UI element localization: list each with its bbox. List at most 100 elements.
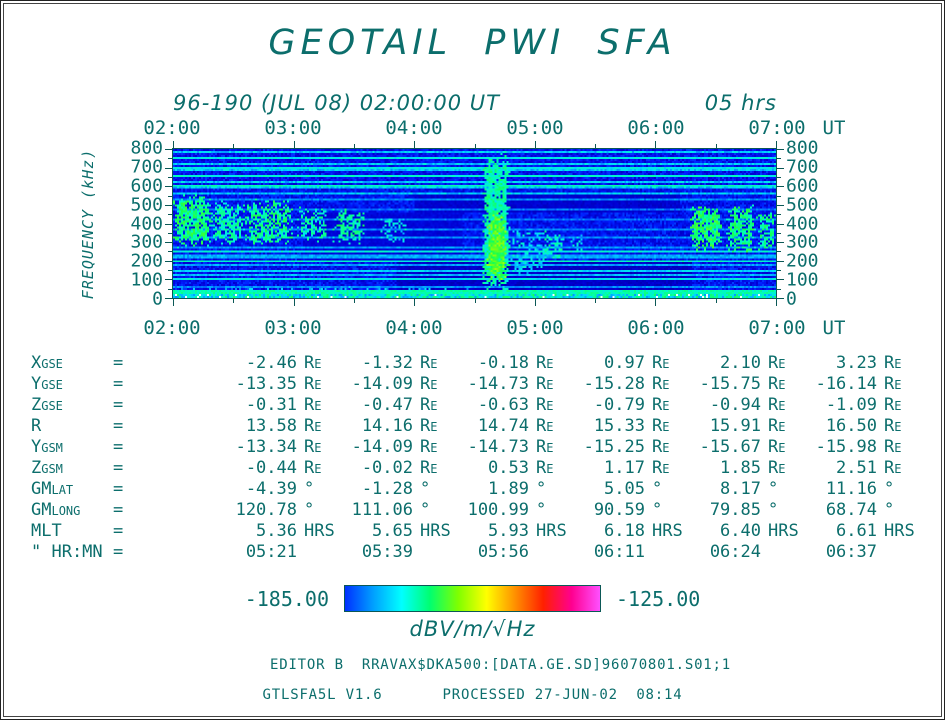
ephemeris-cell: -1.32 Re bbox=[337, 353, 453, 374]
ephemeris-unit: Re bbox=[884, 374, 902, 394]
ephemeris-value: -16.14 bbox=[815, 374, 877, 394]
ephemeris-row: Xgse = -2.46 Re -1.32 Re -0.18 Re 0.97 Re 2.10 Re 3.… bbox=[31, 353, 917, 374]
ephemeris-cell: 15.33 Re bbox=[569, 416, 685, 437]
time-tick bbox=[715, 144, 717, 148]
freq-tick bbox=[165, 260, 172, 262]
ephemeris-cell: -15.67 Re bbox=[685, 437, 801, 458]
ephemeris-unit: ° bbox=[652, 479, 663, 499]
ephemeris-value: 5.05 bbox=[604, 479, 645, 499]
ut-axis-label: UT bbox=[822, 317, 846, 339]
ephemeris-value: 06:24 bbox=[709, 542, 761, 562]
ephemeris-value: -15.25 bbox=[583, 437, 645, 457]
column-spacer bbox=[133, 521, 221, 542]
time-axis-bottom: 02:00 03:00 04:00 05:00 06:00 07:00 UT bbox=[143, 317, 845, 341]
column-spacer bbox=[133, 542, 221, 563]
ephemeris-unit: Re bbox=[304, 416, 322, 436]
freq-tick bbox=[165, 242, 172, 244]
ephemeris-cell: 1.89 ° bbox=[453, 479, 569, 500]
column-spacer bbox=[133, 416, 221, 437]
data-file-path: RRAVAX$DKA500:[DATA.GE.SD]96070801.S01;1 bbox=[361, 657, 731, 673]
subtitle-row: 96-190 (JUL 08) 02:00:00 UT 05 hrs bbox=[173, 91, 777, 115]
ephemeris-value: 8.17 bbox=[720, 479, 761, 499]
ephemeris-value: -0.18 bbox=[477, 353, 529, 373]
freq-tick-label: 800 bbox=[786, 137, 819, 159]
ephemeris-row: MLT = 5.36 HRS 5.65 HRS 5.93 HRS 6.18 HRS 6.40 HRS 6… bbox=[31, 521, 917, 542]
ephemeris-unit: Re bbox=[304, 374, 322, 394]
ephemeris-cell: -15.98 Re bbox=[801, 437, 917, 458]
ephemeris-value: -0.94 bbox=[709, 395, 761, 415]
ephemeris-cell: 16.50 Re bbox=[801, 416, 917, 437]
ephemeris-row: " HR:MN = 05:21 05:39 05:56 06:11 06:24 06:37 bbox=[31, 542, 917, 563]
ephemeris-cell: 1.17 Re bbox=[569, 458, 685, 479]
ephemeris-value: -14.09 bbox=[351, 437, 413, 457]
ephemeris-unit: ° bbox=[420, 479, 431, 499]
time-tick bbox=[534, 141, 536, 148]
ephemeris-unit: Re bbox=[420, 374, 438, 394]
ephemeris-unit: Re bbox=[652, 395, 670, 415]
ephemeris-cell: 90.59 ° bbox=[569, 500, 685, 521]
ephemeris-unit: Re bbox=[768, 374, 786, 394]
ephemeris-unit: Re bbox=[420, 416, 438, 436]
time-tick bbox=[233, 299, 235, 303]
ephemeris-cell: 5.65 HRS bbox=[337, 521, 453, 542]
ephemeris-cell: 100.99 ° bbox=[453, 500, 569, 521]
equals-sign: = bbox=[113, 395, 124, 415]
spectrogram-plot bbox=[165, 141, 784, 306]
colorbar-units-label: dBV/m/√Hz bbox=[409, 617, 536, 641]
ephemeris-label: Ygse bbox=[31, 374, 63, 394]
time-tick bbox=[233, 144, 235, 148]
equals-sign: = bbox=[113, 479, 124, 499]
freq-tick-label: 500 bbox=[130, 194, 163, 216]
ephemeris-cell: 68.74 ° bbox=[801, 500, 917, 521]
freq-tick-label: 500 bbox=[786, 194, 819, 216]
ephemeris-cell: 111.06 ° bbox=[337, 500, 453, 521]
freq-tick bbox=[777, 176, 781, 178]
ephemeris-value: -13.34 bbox=[235, 437, 297, 457]
column-spacer bbox=[133, 353, 221, 374]
ephemeris-value: -0.47 bbox=[361, 395, 413, 415]
ephemeris-cell: -2.46 Re bbox=[221, 353, 337, 374]
ephemeris-cell: -4.39 ° bbox=[221, 479, 337, 500]
ephemeris-table: Xgse = -2.46 Re -1.32 Re -0.18 Re 0.97 Re 2.10 Re 3.… bbox=[31, 353, 917, 563]
freq-tick bbox=[165, 298, 172, 299]
equals-sign: = bbox=[113, 374, 124, 394]
equals-sign: = bbox=[113, 542, 124, 562]
freq-tick bbox=[777, 214, 781, 216]
ephemeris-unit: Re bbox=[536, 458, 554, 478]
freq-tick bbox=[777, 288, 781, 290]
ephemeris-cell: 79.85 ° bbox=[685, 500, 801, 521]
colorbar-row: -185.00 -125.00 bbox=[1, 585, 944, 612]
freq-tick-label: 200 bbox=[786, 250, 819, 272]
footer-line-1: EDITOR B RRAVAX$DKA500:[DATA.GE.SD]96070… bbox=[29, 657, 944, 673]
ephemeris-value: 68.74 bbox=[825, 500, 877, 520]
program-version-label: GTLSFA5L V1.6 bbox=[262, 687, 383, 703]
ephemeris-row: GMlong = 120.78 ° 111.06 ° 100.99 ° 90.59 ° 79.85 °… bbox=[31, 500, 917, 521]
freq-tick bbox=[777, 223, 784, 225]
ephemeris-cell: -0.44 Re bbox=[221, 458, 337, 479]
ephemeris-cell: -14.09 Re bbox=[337, 437, 453, 458]
freq-axis-left: 800 700 600 500 400 300 200 100 0 bbox=[111, 138, 163, 310]
ephemeris-cell: 5.93 HRS bbox=[453, 521, 569, 542]
freq-tick-label: 100 bbox=[130, 269, 163, 291]
ephemeris-unit: HRS bbox=[884, 521, 915, 541]
time-tick-label: 04:00 bbox=[385, 117, 443, 139]
ephemeris-unit: Re bbox=[304, 437, 322, 457]
ephemeris-value: 05:21 bbox=[245, 542, 297, 562]
time-tick-label: 07:00 bbox=[748, 317, 806, 339]
ephemeris-cell: -0.79 Re bbox=[569, 395, 685, 416]
time-tick bbox=[655, 141, 657, 148]
ephemeris-cell: -14.73 Re bbox=[453, 374, 569, 395]
spectrogram-canvas bbox=[173, 149, 776, 298]
ephemeris-value: 0.53 bbox=[488, 458, 529, 478]
ephemeris-row: GMlat = -4.39 ° -1.28 ° 1.89 ° 5.05 ° 8.17 ° 11.16 ° bbox=[31, 479, 917, 500]
freq-tick-label: 700 bbox=[786, 156, 819, 178]
ephemeris-value: 2.10 bbox=[720, 353, 761, 373]
ephemeris-unit: HRS bbox=[420, 521, 451, 541]
footer-line-2: GTLSFA5L V1.6 PROCESSED 27-JUN-02 08:14 bbox=[1, 687, 944, 703]
freq-tick bbox=[168, 214, 172, 216]
freq-tick-label: 600 bbox=[130, 175, 163, 197]
ephemeris-value: 5.36 bbox=[256, 521, 297, 541]
ephemeris-value: 15.91 bbox=[709, 416, 761, 436]
ephemeris-value: 06:37 bbox=[825, 542, 877, 562]
